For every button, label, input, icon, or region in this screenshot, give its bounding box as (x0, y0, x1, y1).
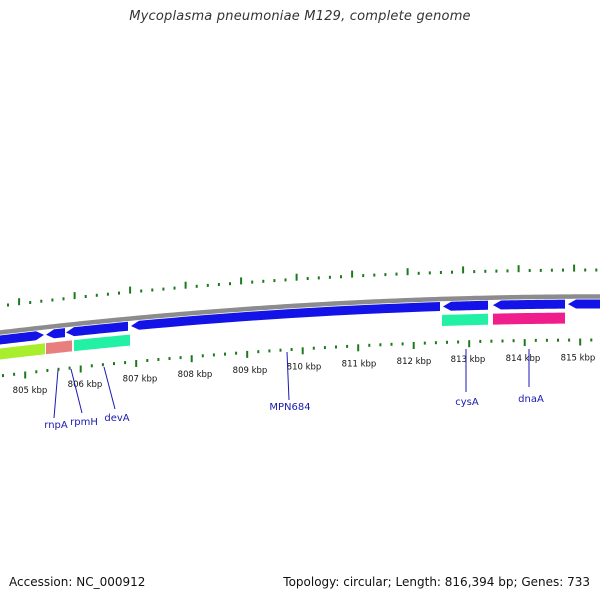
gene-leader-line (53, 369, 59, 419)
cds-track (0, 299, 600, 345)
gene-label: MPN684 (269, 402, 310, 413)
cds-arrow (0, 331, 44, 345)
kbp-label: 815 kbp (561, 354, 596, 364)
kbp-label: 806 kbp (68, 380, 103, 390)
feature-block (74, 334, 130, 352)
feature-block (493, 312, 565, 325)
feature-track (0, 312, 565, 360)
kbp-label: 808 kbp (178, 370, 213, 380)
gene-label: cysA (455, 397, 479, 408)
kbp-labels: 805 kbp 806 kbp 807 kbp 808 kbp 809 kbp 810 k… (13, 354, 596, 397)
feature-block (0, 343, 45, 360)
cds-arrow (568, 299, 600, 309)
inner-tick-ring (2, 338, 593, 379)
gene-label: rnpA (44, 420, 68, 431)
gene-labels: rnpA rpmH devA MPN684 cysA dnaA (44, 349, 544, 431)
gene-label: devA (104, 413, 129, 424)
cds-arrow (66, 321, 128, 337)
accession-text: Accession: NC_000912 (9, 575, 146, 589)
kbp-label: 810 kbp (287, 362, 322, 372)
kbp-label: 807 kbp (123, 375, 158, 385)
cds-arrow (493, 299, 565, 310)
gene-leader-line (286, 351, 290, 401)
kbp-label: 813 kbp (451, 355, 486, 365)
kbp-label: 809 kbp (233, 366, 268, 376)
outer-tick-ring (7, 264, 598, 307)
genome-backbone (0, 294, 600, 335)
kbp-label: 811 kbp (342, 359, 377, 369)
kbp-label: 812 kbp (397, 357, 432, 367)
gene-leader-line (103, 366, 116, 410)
cds-arrow (443, 300, 488, 311)
backbone-line (0, 294, 600, 335)
kbp-label: 805 kbp (13, 386, 48, 396)
map-title: Mycoplasma pneumoniae M129, complete gen… (129, 9, 471, 24)
gene-label: dnaA (518, 394, 544, 405)
feature-block (46, 340, 72, 355)
gene-label: rpmH (70, 417, 98, 428)
cds-arrow (131, 302, 440, 330)
gene-leader-line (70, 368, 83, 414)
genome-summary-text: Topology: circular; Length: 816,394 bp; … (283, 575, 590, 589)
feature-block (442, 313, 488, 326)
cds-arrow (46, 328, 65, 339)
kbp-label: 814 kbp (506, 354, 541, 364)
